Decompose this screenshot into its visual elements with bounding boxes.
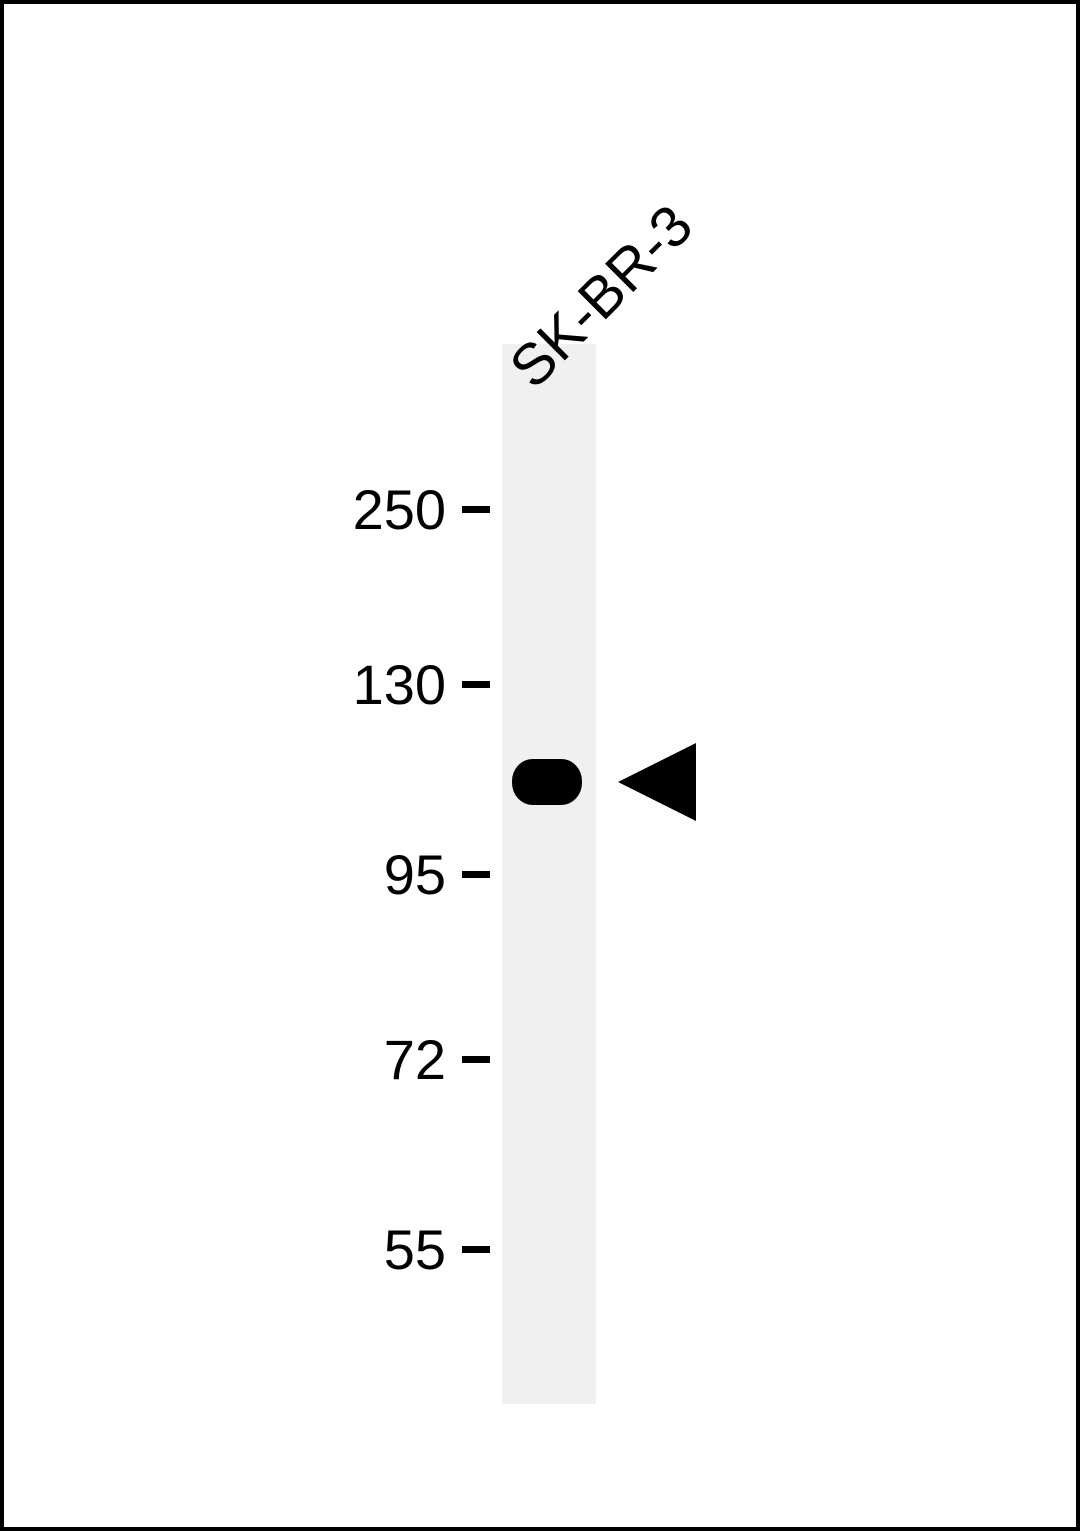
lane-label: SK-BR-3 bbox=[497, 192, 706, 401]
mw-label-95: 95 bbox=[296, 842, 446, 907]
mw-label-72: 72 bbox=[296, 1027, 446, 1092]
plot-area: SK-BR-3 250 130 95 72 55 bbox=[4, 4, 1076, 1527]
mw-tick-250 bbox=[462, 506, 490, 513]
mw-label-130: 130 bbox=[296, 652, 446, 717]
arrow-indicator-icon bbox=[618, 743, 696, 821]
mw-tick-55 bbox=[462, 1246, 490, 1253]
protein-band bbox=[512, 759, 582, 805]
blot-frame: SK-BR-3 250 130 95 72 55 bbox=[0, 0, 1080, 1531]
arrow-polygon bbox=[618, 743, 696, 821]
mw-tick-72 bbox=[462, 1056, 490, 1063]
lane-strip bbox=[502, 344, 596, 1404]
mw-tick-95 bbox=[462, 871, 490, 878]
mw-tick-130 bbox=[462, 681, 490, 688]
mw-label-55: 55 bbox=[296, 1217, 446, 1282]
mw-label-250: 250 bbox=[296, 477, 446, 542]
